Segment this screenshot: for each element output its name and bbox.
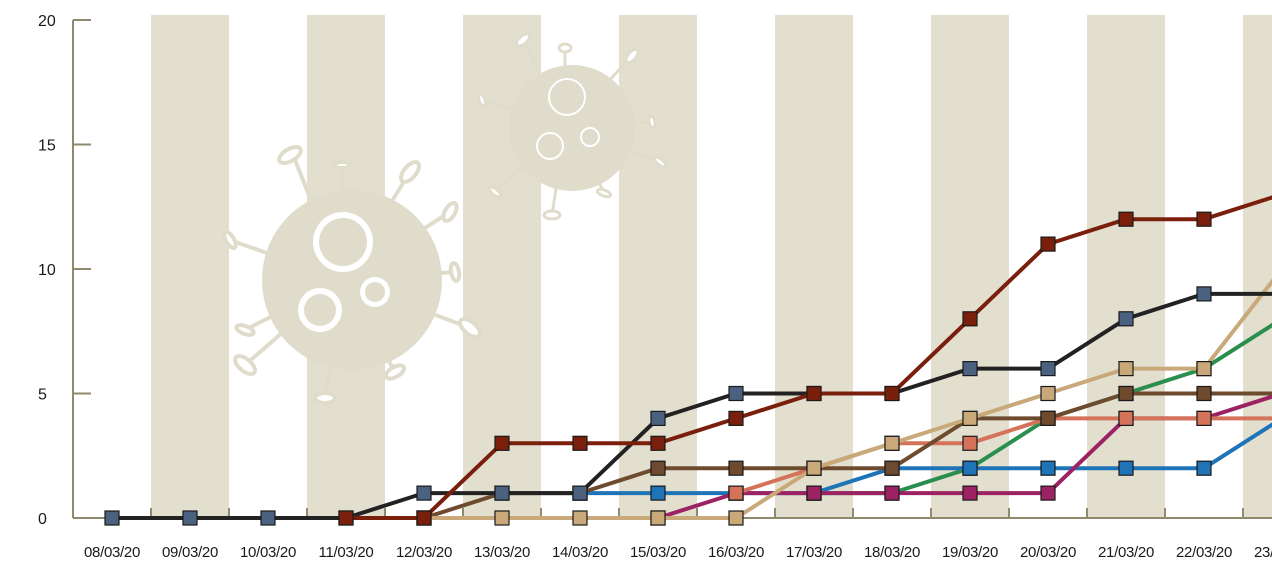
data-point — [1118, 361, 1134, 377]
data-point — [728, 410, 744, 426]
data-point — [962, 460, 978, 476]
data-point — [1196, 286, 1212, 302]
data-point — [572, 510, 588, 526]
data-point — [884, 435, 900, 451]
series-line — [580, 422, 1272, 496]
data-point — [884, 485, 900, 501]
data-point — [884, 385, 900, 402]
stripe — [151, 15, 229, 518]
data-point — [962, 435, 978, 451]
data-point — [728, 460, 744, 476]
data-point — [1040, 361, 1056, 377]
data-point — [1040, 460, 1056, 476]
data-point — [1118, 385, 1134, 402]
data-point — [962, 410, 978, 426]
axis-labels: 0 5 10 15 20 08/03/20 09/03/20 10/03/20 11/03/20… — [38, 13, 1272, 561]
x-tick-label: 22/03/20 — [1176, 544, 1232, 561]
data-point — [1040, 236, 1056, 252]
series-7 — [338, 195, 1272, 526]
data-point — [416, 510, 432, 526]
x-tick-label: 08/03/20 — [84, 544, 140, 561]
x-tick-label: 12/03/20 — [396, 544, 452, 561]
data-point — [572, 485, 588, 501]
data-point — [416, 485, 432, 501]
x-tick-label: 23/03/20 — [1254, 544, 1272, 561]
x-tick-label: 18/03/20 — [864, 544, 920, 561]
data-point — [650, 485, 666, 501]
virus-decoration — [222, 32, 668, 405]
data-point — [338, 510, 354, 526]
x-tick-label: 11/03/20 — [319, 544, 374, 561]
data-point — [1196, 385, 1212, 402]
series-line — [112, 291, 1272, 520]
data-point — [806, 485, 822, 501]
data-point — [494, 435, 510, 451]
series-5 — [416, 278, 1272, 526]
data-point — [182, 510, 198, 526]
data-point — [962, 361, 978, 377]
y-tick-label: 0 — [38, 511, 47, 528]
data-point — [650, 510, 666, 526]
data-point — [806, 460, 822, 476]
x-tick-label: 15/03/20 — [630, 544, 686, 561]
y-tick-label: 5 — [38, 387, 47, 404]
data-point — [1118, 460, 1134, 476]
data-point — [1118, 410, 1134, 426]
data-point — [1196, 361, 1212, 377]
x-tick-label: 09/03/20 — [162, 544, 218, 561]
stripe — [1087, 15, 1165, 518]
data-point — [494, 510, 510, 526]
data-point — [494, 485, 510, 501]
series-6 — [104, 286, 1272, 526]
x-tick-label: 20/03/20 — [1020, 544, 1076, 561]
virus-small-icon — [477, 32, 668, 221]
data-point — [1040, 485, 1056, 501]
x-tick-label: 21/03/20 — [1098, 544, 1154, 561]
series-layer — [104, 195, 1272, 526]
y-tick-label: 10 — [38, 262, 56, 279]
x-tick-label: 16/03/20 — [708, 544, 764, 561]
x-tick-label: 14/03/20 — [552, 544, 608, 561]
data-point — [1040, 385, 1056, 402]
data-point — [650, 435, 666, 451]
data-point — [728, 385, 744, 402]
y-tick-label: 20 — [38, 13, 56, 30]
data-point — [962, 311, 978, 327]
data-point — [1196, 211, 1212, 227]
data-point — [650, 460, 666, 476]
data-point — [1196, 460, 1212, 476]
data-point — [884, 460, 900, 476]
x-tick-label: 19/03/20 — [942, 544, 998, 561]
data-point — [728, 510, 744, 526]
data-point — [962, 485, 978, 501]
data-point — [1118, 311, 1134, 327]
x-tick-label: 13/03/20 — [474, 544, 530, 561]
data-point — [260, 510, 276, 526]
y-tick-label: 15 — [38, 138, 56, 155]
data-point — [806, 385, 822, 402]
x-tick-label: 10/03/20 — [240, 544, 296, 561]
virus-large-icon — [222, 145, 482, 405]
data-point — [1196, 410, 1212, 426]
data-point — [104, 510, 120, 526]
data-point — [650, 410, 666, 426]
data-point — [1040, 410, 1056, 426]
data-point — [728, 485, 744, 501]
data-point — [1118, 211, 1134, 227]
stripe — [775, 15, 853, 518]
data-point — [572, 435, 588, 451]
x-tick-label: 17/03/20 — [786, 544, 842, 561]
series-line — [424, 278, 1272, 520]
